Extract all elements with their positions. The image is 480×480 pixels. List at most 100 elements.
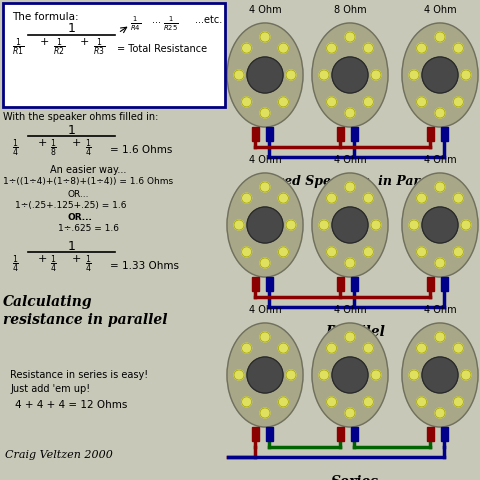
Circle shape <box>454 397 463 407</box>
Text: $\frac{1}{R1}$: $\frac{1}{R1}$ <box>12 37 24 59</box>
Circle shape <box>260 32 270 42</box>
Text: +: + <box>72 138 82 148</box>
Circle shape <box>326 97 336 107</box>
Ellipse shape <box>227 323 303 427</box>
Circle shape <box>454 247 463 257</box>
Circle shape <box>417 343 427 353</box>
Circle shape <box>260 332 270 342</box>
Circle shape <box>417 397 427 407</box>
Text: Parallel: Parallel <box>325 325 385 339</box>
Circle shape <box>332 57 368 93</box>
Text: The formula:: The formula: <box>12 12 79 22</box>
Text: 1÷(.25+.125+.25) = 1.6: 1÷(.25+.125+.25) = 1.6 <box>15 201 127 210</box>
Circle shape <box>241 343 252 353</box>
Text: OR...: OR... <box>68 190 89 199</box>
Text: 1: 1 <box>68 240 76 253</box>
Ellipse shape <box>402 23 478 127</box>
Text: 1: 1 <box>68 22 76 35</box>
Circle shape <box>417 193 427 203</box>
Circle shape <box>461 220 471 230</box>
Circle shape <box>409 70 419 80</box>
Circle shape <box>234 70 244 80</box>
Ellipse shape <box>402 173 478 277</box>
Text: 4 + 4 + 4 = 12 Ohms: 4 + 4 + 4 = 12 Ohms <box>15 400 127 410</box>
Circle shape <box>371 370 381 380</box>
Circle shape <box>241 43 252 53</box>
Text: 1÷((1÷4)+(1÷8)+(1÷4)) = 1.6 Ohms: 1÷((1÷4)+(1÷8)+(1÷4)) = 1.6 Ohms <box>3 177 173 186</box>
Circle shape <box>247 57 283 93</box>
Text: $\frac{1}{4}$: $\frac{1}{4}$ <box>12 138 19 159</box>
Bar <box>252 127 259 141</box>
Circle shape <box>363 97 373 107</box>
Text: +: + <box>72 254 82 264</box>
Circle shape <box>435 182 445 192</box>
Text: Mixed Speakers  in Parallel: Mixed Speakers in Parallel <box>259 175 451 188</box>
Circle shape <box>422 57 458 93</box>
Bar <box>441 277 448 291</box>
Text: 1÷.625 = 1.6: 1÷.625 = 1.6 <box>58 224 119 233</box>
Text: $\frac{1}{4}$: $\frac{1}{4}$ <box>50 254 57 276</box>
Circle shape <box>461 70 471 80</box>
Circle shape <box>454 193 463 203</box>
Text: = Total Resistance: = Total Resistance <box>117 44 207 54</box>
Circle shape <box>260 182 270 192</box>
Circle shape <box>247 357 283 393</box>
Circle shape <box>326 343 336 353</box>
Circle shape <box>417 43 427 53</box>
Text: 4 Ohm: 4 Ohm <box>424 155 456 165</box>
Text: 4 Ohm: 4 Ohm <box>424 305 456 315</box>
Circle shape <box>247 207 283 243</box>
Circle shape <box>422 207 458 243</box>
Circle shape <box>435 32 445 42</box>
Text: Series: Series <box>331 475 379 480</box>
Ellipse shape <box>312 23 388 127</box>
FancyBboxPatch shape <box>3 3 225 107</box>
Text: 4 Ohm: 4 Ohm <box>334 305 366 315</box>
Circle shape <box>371 70 381 80</box>
Ellipse shape <box>402 323 478 427</box>
Text: = 1.33 Ohms: = 1.33 Ohms <box>110 261 179 271</box>
Text: $\frac{1}{R2}$: $\frac{1}{R2}$ <box>53 37 65 59</box>
Circle shape <box>326 247 336 257</box>
Bar <box>252 277 259 291</box>
Circle shape <box>241 397 252 407</box>
Circle shape <box>435 108 445 118</box>
Circle shape <box>461 370 471 380</box>
Text: With the speaker ohms filled in:: With the speaker ohms filled in: <box>3 112 158 122</box>
Circle shape <box>241 193 252 203</box>
Text: +: + <box>40 37 49 47</box>
Bar <box>351 127 358 141</box>
Bar <box>252 427 259 441</box>
Text: +: + <box>80 37 89 47</box>
Text: Calculating
resistance in parallel: Calculating resistance in parallel <box>3 295 168 327</box>
Circle shape <box>454 43 463 53</box>
Text: +: + <box>38 254 48 264</box>
Circle shape <box>260 258 270 268</box>
Ellipse shape <box>312 173 388 277</box>
Bar <box>427 277 434 291</box>
Circle shape <box>417 97 427 107</box>
Circle shape <box>409 220 419 230</box>
Circle shape <box>332 357 368 393</box>
Circle shape <box>422 357 458 393</box>
Circle shape <box>345 408 355 418</box>
Text: 4 Ohm: 4 Ohm <box>249 5 281 15</box>
Circle shape <box>363 43 373 53</box>
Text: 4 Ohm: 4 Ohm <box>249 305 281 315</box>
Circle shape <box>234 220 244 230</box>
Text: ...: ... <box>152 15 161 25</box>
Circle shape <box>363 343 373 353</box>
Text: $\frac{1}{R25}$: $\frac{1}{R25}$ <box>163 15 179 33</box>
Circle shape <box>286 370 296 380</box>
Bar <box>427 127 434 141</box>
Text: $\frac{1}{4}$: $\frac{1}{4}$ <box>85 254 92 276</box>
Text: Resistance in series is easy!
Just add 'em up!: Resistance in series is easy! Just add '… <box>10 370 148 394</box>
Circle shape <box>363 397 373 407</box>
Circle shape <box>345 258 355 268</box>
Circle shape <box>345 108 355 118</box>
Circle shape <box>345 182 355 192</box>
Bar <box>441 127 448 141</box>
Ellipse shape <box>227 173 303 277</box>
Circle shape <box>286 220 296 230</box>
Text: = 1.6 Ohms: = 1.6 Ohms <box>110 145 172 155</box>
